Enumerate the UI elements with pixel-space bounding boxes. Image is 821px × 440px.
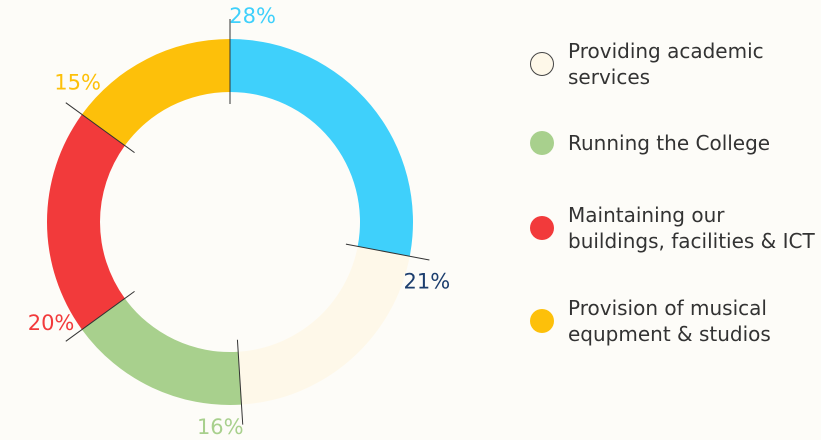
donut-segment [238, 246, 410, 405]
legend-swatch [530, 309, 554, 333]
legend-item: Providing academic services [530, 38, 764, 90]
data-label: 21% [404, 270, 451, 294]
legend-swatch [530, 131, 554, 155]
legend-label: Providing academic services [568, 39, 764, 89]
legend-item: Running the College [530, 130, 770, 156]
legend-item: Maintaining our buildings, facilities & … [530, 202, 815, 254]
data-label: 15% [54, 70, 101, 94]
donut-segment [81, 298, 242, 405]
leader-line [65, 290, 135, 342]
donut-segment [81, 39, 230, 146]
legend-label: Running the College [568, 131, 771, 155]
leader-line [236, 339, 244, 425]
legend-label: Provision of musical equpment & studios [568, 296, 771, 346]
data-label: 16% [197, 415, 244, 439]
legend-label: Maintaining our buildings, facilities & … [568, 203, 815, 253]
chart: 28% 21% 16% 20% 15% [28, 4, 451, 439]
donut-segment [46, 114, 125, 330]
data-label: 20% [28, 311, 75, 335]
legend-item: Provision of musical equpment & studios [530, 295, 771, 347]
leader-line [65, 102, 135, 154]
leader-line [345, 243, 430, 261]
legend-swatch [530, 52, 554, 76]
data-label: 28% [229, 4, 276, 28]
legend-swatch [530, 216, 554, 240]
donut-segment [230, 39, 414, 257]
